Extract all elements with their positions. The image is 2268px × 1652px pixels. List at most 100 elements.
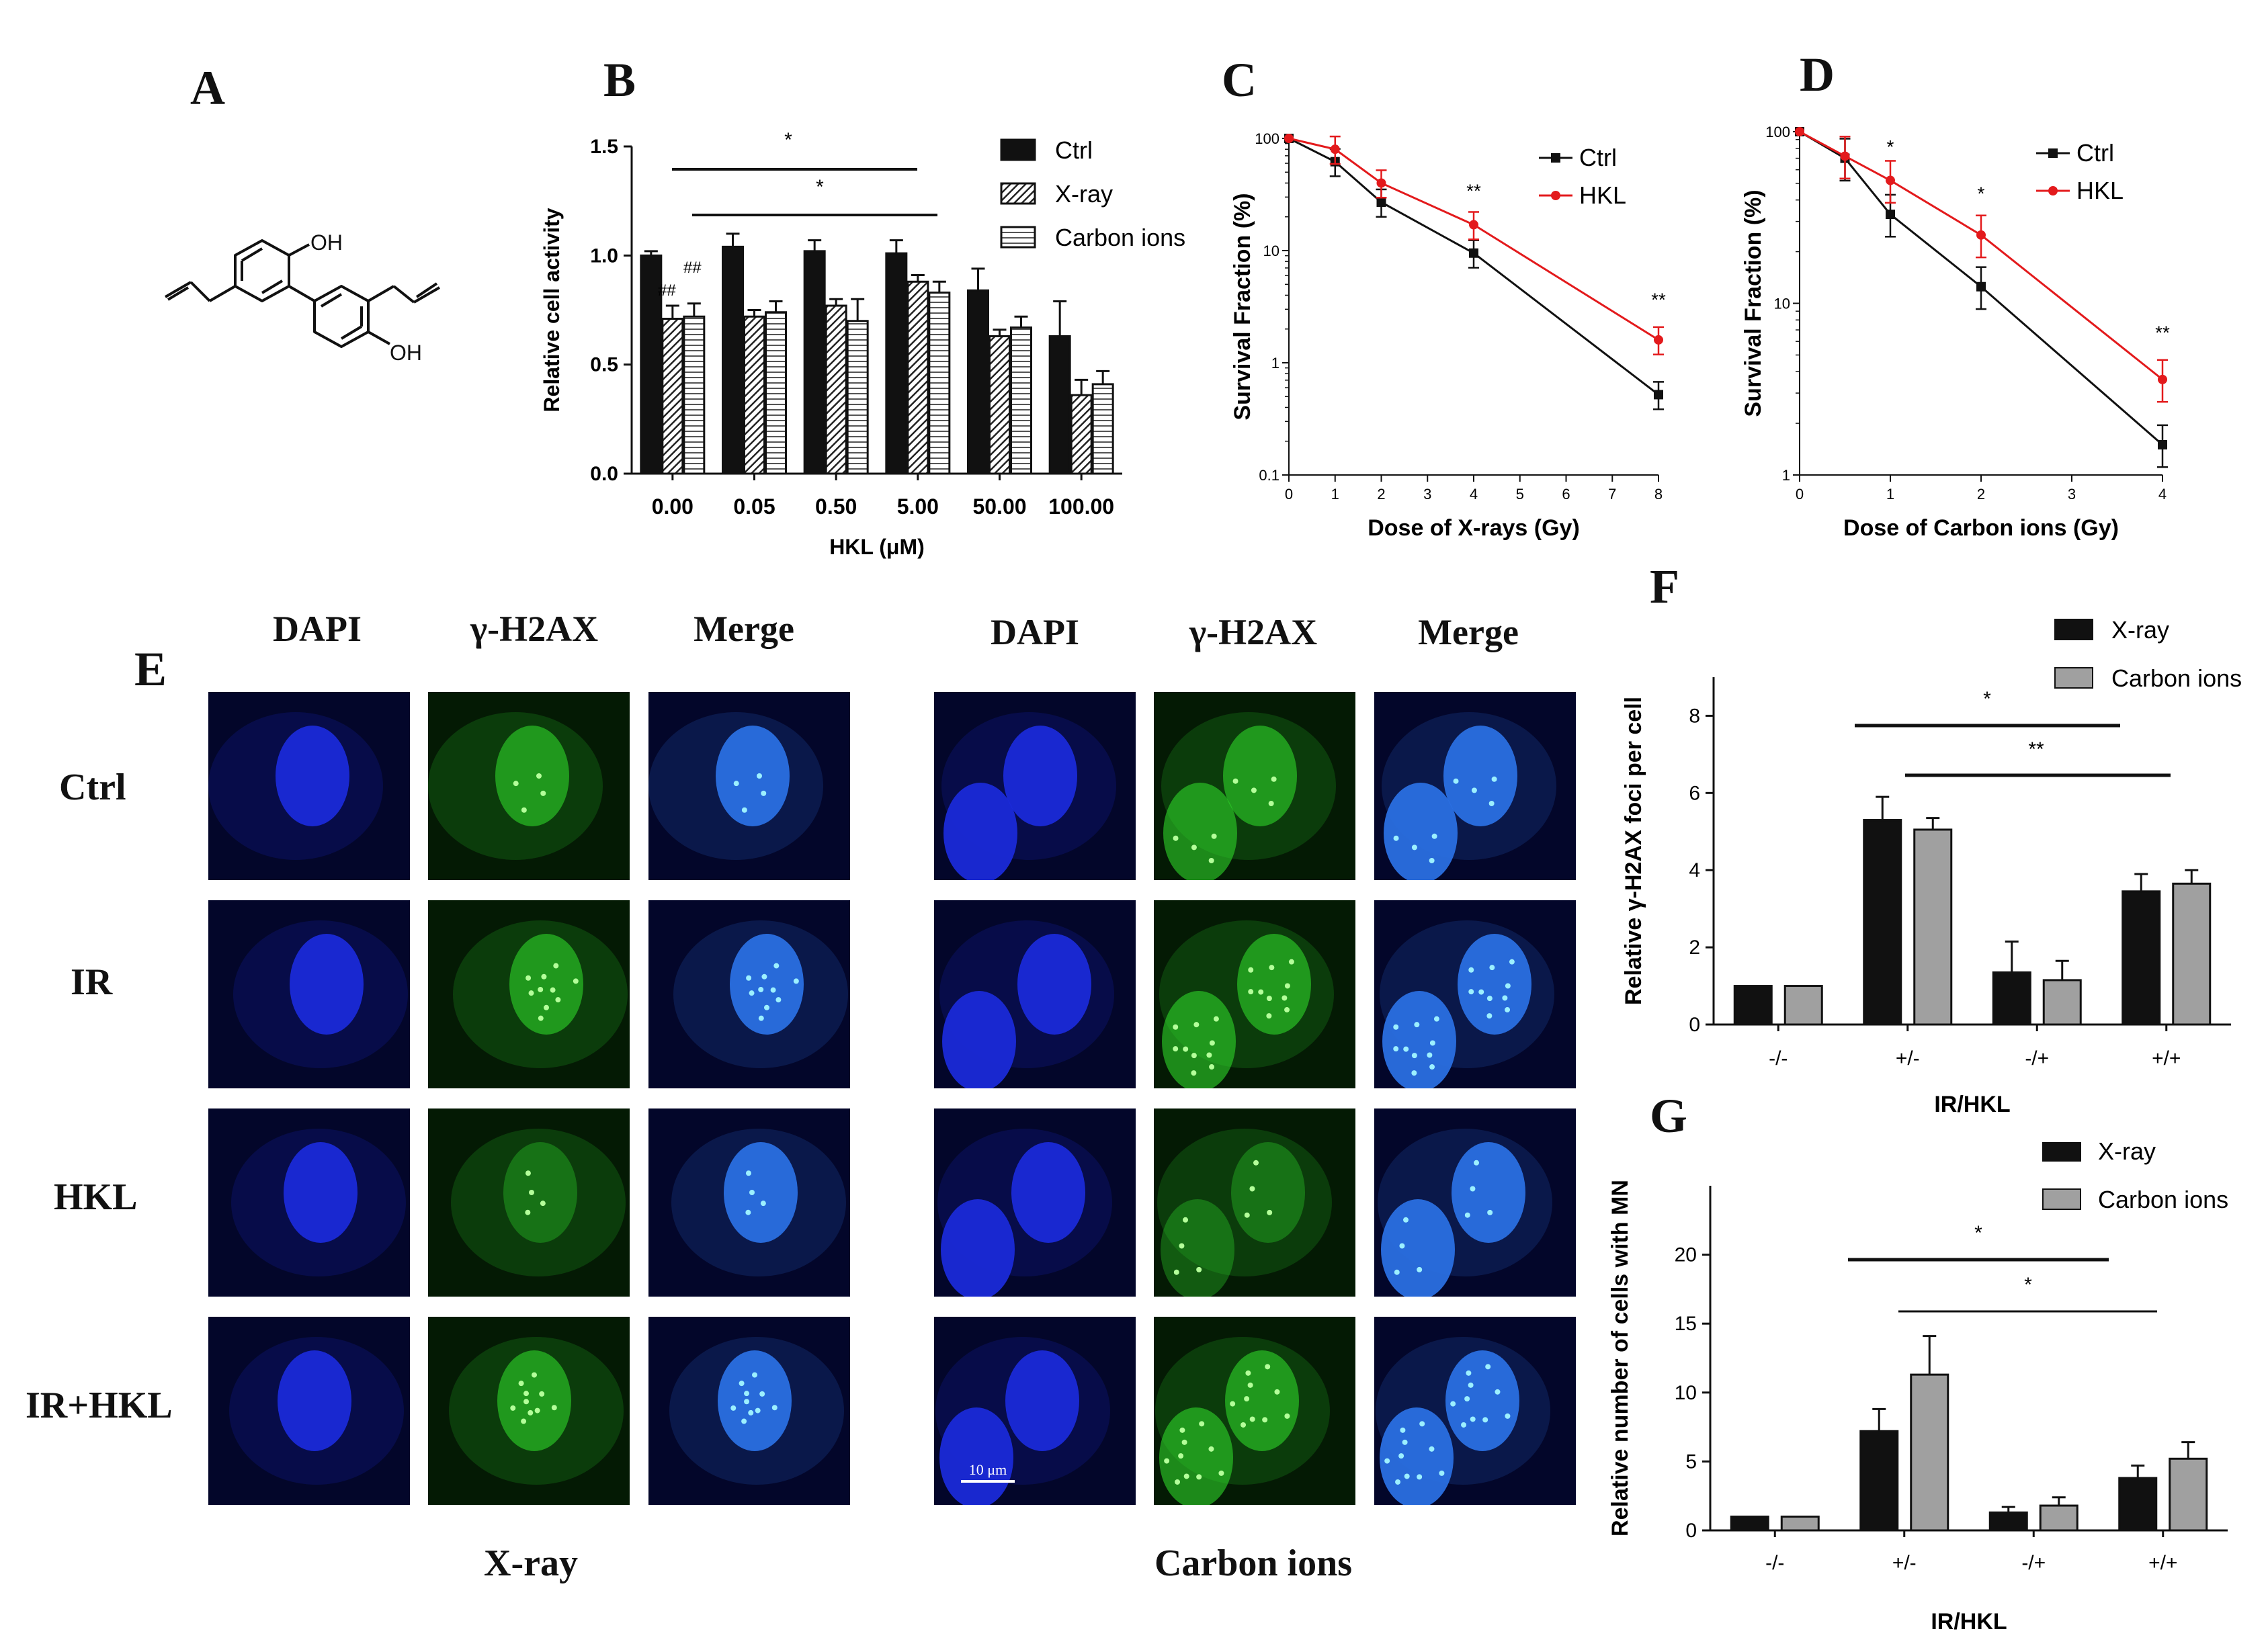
significance-star: ** xyxy=(1466,180,1481,201)
h2ax-focus xyxy=(1244,1212,1250,1218)
cell-nucleus xyxy=(1011,1142,1085,1243)
h2ax-focus xyxy=(534,1407,540,1414)
bar xyxy=(1863,819,1902,1026)
bar xyxy=(1010,326,1032,475)
legend-label: Carbon ions xyxy=(1055,224,1185,251)
h2ax-focus xyxy=(761,973,767,980)
cell-nucleus xyxy=(942,991,1016,1088)
micrograph-right-merge xyxy=(1374,1317,1576,1505)
significance-star: * xyxy=(1887,136,1894,157)
x-axis-label: Dose of X-rays (Gy) xyxy=(1368,515,1580,541)
y-axis-label: Relative γ-H2AX foci per cell xyxy=(1621,697,1646,1005)
x-tick-label: 2 xyxy=(1377,486,1385,503)
data-point xyxy=(1654,335,1663,345)
cell-nucleus xyxy=(716,726,790,826)
h2ax-focus xyxy=(1429,1446,1435,1452)
h2ax-focus xyxy=(1485,1364,1491,1370)
y-tick-label: 0.5 xyxy=(590,354,618,376)
h2ax-focus xyxy=(793,978,799,984)
header-gamma-right: γ-H2AX xyxy=(1189,612,1318,652)
micrograph-right-merge xyxy=(1374,692,1576,880)
h2ax-focus xyxy=(1431,833,1437,839)
x-axis-label: Dose of Carbon ions (Gy) xyxy=(1843,515,2119,541)
cell-nucleus xyxy=(1452,1142,1525,1243)
legend-marker xyxy=(2048,186,2058,195)
h2ax-focus xyxy=(1393,1046,1399,1052)
x-tick-label: 3 xyxy=(1423,486,1431,503)
cell-nucleus xyxy=(1159,1407,1233,1505)
x-tick-label: 1 xyxy=(1886,486,1894,503)
cell-cytoplasm xyxy=(451,1129,626,1276)
data-point xyxy=(1886,175,1895,185)
h2ax-focus xyxy=(1183,1046,1189,1052)
h2ax-focus xyxy=(521,807,527,813)
cell-nucleus xyxy=(1445,1350,1519,1451)
h2ax-focus xyxy=(1274,1389,1280,1395)
h2ax-focus xyxy=(1266,1013,1272,1019)
h2ax-focus xyxy=(1411,1070,1417,1076)
x-tick-label: 0 xyxy=(1796,486,1804,503)
micrograph-left-gamma xyxy=(428,1317,630,1505)
h2ax-focus xyxy=(528,1409,534,1416)
micrograph-right-merge xyxy=(1374,1108,1576,1297)
significance-star: ** xyxy=(2155,322,2170,343)
category-label: -/- xyxy=(1769,1047,1788,1070)
x-axis-label: IR/HKL xyxy=(1934,1092,2010,1115)
data-point xyxy=(1886,210,1895,220)
bar xyxy=(2039,1504,2078,1532)
legend-label: Carbon ions xyxy=(2111,664,2242,692)
h2ax-focus xyxy=(1218,1470,1224,1476)
h2ax-focus xyxy=(1414,1022,1420,1028)
h2ax-focus xyxy=(1208,1446,1214,1452)
h2ax-focus xyxy=(1505,1413,1511,1419)
data-point xyxy=(1976,281,1986,292)
bar xyxy=(907,280,929,475)
bar xyxy=(683,315,706,475)
x-tick-label: 2 xyxy=(1977,486,1985,503)
h2ax-focus xyxy=(761,790,767,796)
h2ax-focus xyxy=(518,1381,524,1387)
h2ax-focus xyxy=(744,1399,750,1405)
header-gamma-left: γ-H2AX xyxy=(470,609,599,649)
cell-nucleus xyxy=(1225,1350,1299,1451)
h2ax-focus xyxy=(1427,1052,1433,1058)
cell-nucleus xyxy=(497,1350,571,1451)
h2ax-focus xyxy=(746,975,752,981)
cell-cytoplasm xyxy=(1157,1129,1332,1276)
h2ax-focus xyxy=(1178,1453,1184,1459)
cell-nucleus xyxy=(1458,934,1531,1035)
panel-letter-a: A xyxy=(190,61,225,115)
h2ax-focus xyxy=(513,781,519,787)
h2ax-focus xyxy=(1196,1266,1202,1272)
h2ax-focus xyxy=(1284,983,1290,989)
h2ax-focus xyxy=(1191,1053,1197,1059)
h2ax-focus xyxy=(532,1372,537,1378)
h2ax-focus xyxy=(1491,776,1497,782)
h2ax-focus xyxy=(1232,778,1238,784)
legend-swatch xyxy=(1000,138,1036,161)
data-point xyxy=(1976,230,1986,240)
hash-annotation: ## xyxy=(658,281,676,300)
y-tick-label: 10 xyxy=(1675,1382,1697,1404)
legend-marker xyxy=(2048,148,2058,158)
h2ax-focus xyxy=(1230,1401,1236,1407)
micrograph-right-merge xyxy=(1374,900,1576,1088)
micrograph-left-merge xyxy=(648,1317,850,1505)
micrograph-left-merge xyxy=(648,692,850,880)
row-label-hkl: HKL xyxy=(54,1176,138,1218)
header-merge-left: Merge xyxy=(694,609,794,649)
significance-star: * xyxy=(784,129,792,151)
bar xyxy=(743,315,765,475)
h2ax-focus xyxy=(1245,1370,1251,1376)
header-dapi-right: DAPI xyxy=(991,612,1079,652)
data-point xyxy=(1330,144,1340,155)
category-label: 50.00 xyxy=(972,494,1026,519)
row-label-ir: IR xyxy=(71,961,113,1003)
data-point xyxy=(2158,440,2167,450)
h2ax-focus xyxy=(1175,1479,1181,1485)
cell-nucleus xyxy=(1161,1199,1234,1297)
h2ax-focus xyxy=(1417,1474,1423,1480)
bar xyxy=(2122,890,2161,1026)
h2ax-focus xyxy=(1400,1427,1406,1433)
legend-label: HKL xyxy=(1579,181,1626,209)
